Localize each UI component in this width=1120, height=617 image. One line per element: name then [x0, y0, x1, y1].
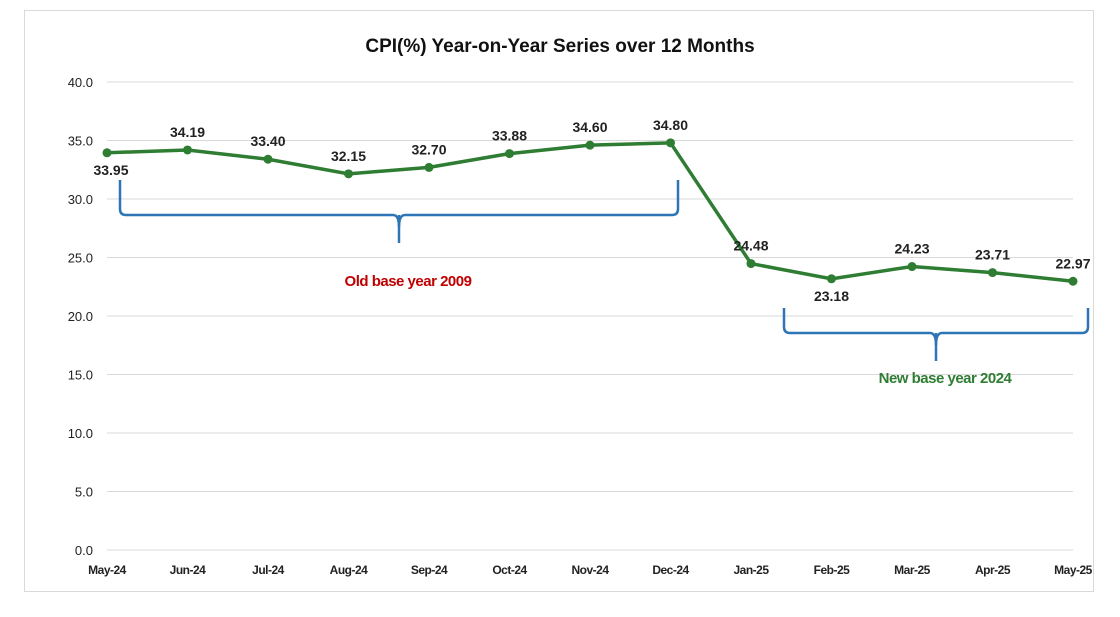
y-tick-label: 5.0	[75, 485, 93, 500]
annotation-old-base: Old base year 2009	[345, 273, 472, 290]
data-point	[907, 262, 917, 272]
data-point	[746, 259, 756, 269]
data-point	[585, 140, 595, 150]
data-point	[988, 268, 997, 278]
data-point	[183, 145, 192, 155]
y-tick-label: 25.0	[68, 251, 93, 266]
data-label: 34.80	[653, 117, 688, 133]
x-tick-label: Mar-25	[894, 563, 931, 577]
data-label: 32.15	[331, 148, 366, 164]
data-label: 23.18	[814, 288, 849, 304]
x-tick-label: Aug-24	[330, 563, 368, 577]
x-tick-label: Sep-24	[411, 563, 448, 577]
x-tick-label: May-25	[1054, 563, 1093, 577]
y-tick-label: 35.0	[68, 134, 93, 149]
data-point	[263, 154, 273, 164]
x-tick-label: May-24	[88, 563, 127, 577]
series-line	[106, 141, 1074, 283]
y-tick-label: 30.0	[68, 192, 93, 207]
data-point	[827, 274, 836, 284]
annotation-new-base: New base year 2024	[879, 370, 1013, 387]
data-label: 33.88	[492, 128, 527, 144]
data-label: 24.23	[894, 241, 929, 257]
x-tick-label: Jun-24	[170, 563, 207, 577]
data-point	[1068, 276, 1078, 286]
x-tick-label: Feb-25	[814, 563, 851, 577]
y-tick-label: 0.0	[75, 543, 93, 558]
data-point	[344, 169, 353, 179]
x-tick-label: Dec-24	[652, 563, 689, 577]
y-tick-label: 15.0	[68, 368, 93, 383]
data-label: 34.60	[572, 119, 607, 135]
y-tick-label: 10.0	[68, 426, 93, 441]
data-label: 34.19	[170, 124, 205, 140]
x-tick-label: Oct-24	[492, 563, 527, 577]
chart-title: CPI(%) Year-on-Year Series over 12 Month…	[365, 36, 754, 57]
data-label: 33.40	[250, 133, 285, 149]
data-label: 32.70	[411, 141, 446, 157]
chart-frame	[24, 10, 1094, 592]
data-point	[424, 162, 434, 172]
x-tick-label: Nov-24	[571, 563, 609, 577]
data-point	[505, 149, 514, 159]
data-point	[666, 138, 675, 148]
y-tick-label: 40.0	[68, 75, 93, 90]
data-label: 24.48	[733, 238, 768, 254]
data-point	[102, 148, 112, 158]
data-label: 33.95	[93, 162, 128, 178]
data-label: 23.71	[975, 247, 1010, 263]
y-tick-label: 20.0	[68, 309, 93, 324]
data-label: 22.97	[1055, 255, 1090, 271]
x-tick-label: Jul-24	[252, 563, 285, 577]
x-tick-label: Apr-25	[975, 563, 1011, 577]
x-tick-label: Jan-25	[733, 563, 769, 577]
